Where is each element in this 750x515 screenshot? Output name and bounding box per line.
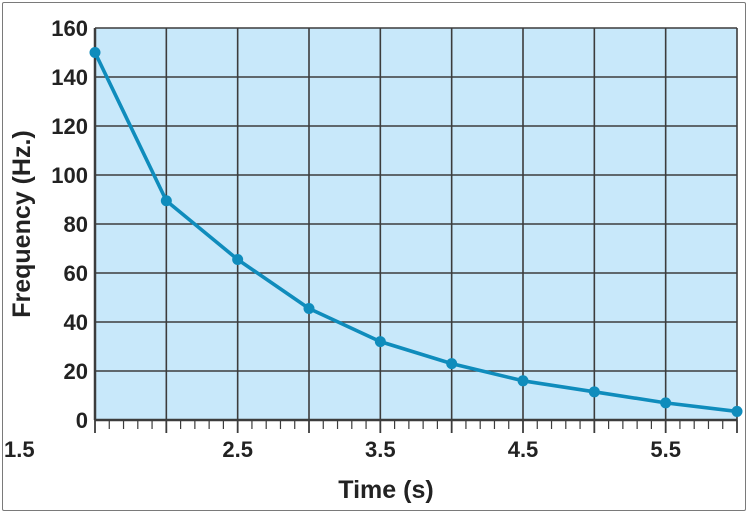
- x-tick-label: 4.5: [508, 437, 539, 462]
- data-point: [446, 358, 458, 370]
- y-tick-label: 20: [64, 359, 88, 384]
- data-point: [660, 397, 672, 409]
- data-point: [731, 405, 743, 417]
- x-tick-label: 1.5: [4, 437, 35, 462]
- x-tick-label: 3.5: [365, 437, 396, 462]
- y-tick-label: 100: [51, 163, 88, 188]
- y-tick-label: 120: [51, 114, 88, 139]
- y-tick-label: 140: [51, 65, 88, 90]
- x-tick-label: 5.5: [650, 437, 681, 462]
- y-tick-label: 40: [64, 310, 88, 335]
- grid-lines: [93, 27, 738, 422]
- data-point: [517, 375, 529, 387]
- y-tick-label: 60: [64, 261, 88, 286]
- data-point: [303, 303, 315, 315]
- y-axis-title: Frequency (Hz.): [8, 130, 36, 318]
- data-point: [160, 195, 172, 207]
- x-tick-labels: 1.5 2.5 3.5 4.5 5.5: [4, 437, 681, 462]
- series-line: [93, 50, 739, 414]
- y-tick-labels: 0 20 40 60 80 100 120 140 160: [51, 16, 88, 433]
- series-group: [89, 47, 743, 417]
- data-point: [588, 386, 600, 398]
- data-point: [89, 47, 101, 58]
- data-point: [374, 336, 386, 348]
- y-tick-label: 160: [51, 16, 88, 41]
- data-point: [232, 254, 244, 266]
- x-axis-title: Time (s): [338, 476, 433, 504]
- x-minor-ticks: [94, 420, 738, 433]
- x-tick-label: 2.5: [222, 437, 253, 462]
- y-tick-label: 0: [76, 408, 88, 433]
- y-tick-label: 80: [64, 212, 88, 237]
